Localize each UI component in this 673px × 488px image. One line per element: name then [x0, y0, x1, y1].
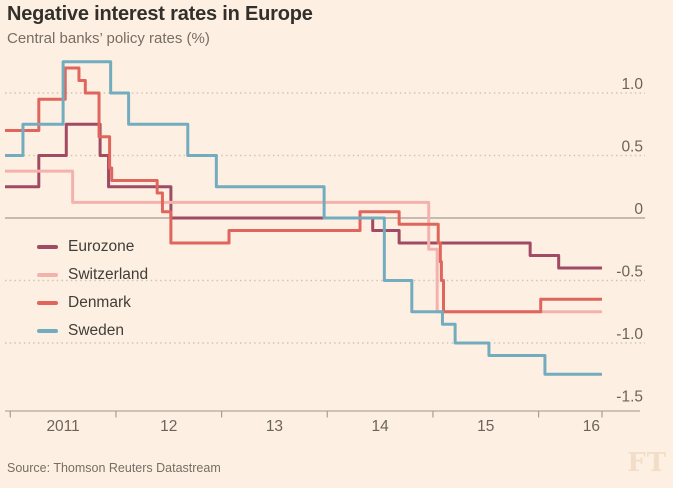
legend-item-eurozone: Eurozone [37, 233, 148, 261]
y-axis-label: -1.5 [616, 389, 643, 406]
chart-subtitle: Central banks’ policy rates (%) [7, 30, 210, 47]
y-axis-label: -1.0 [616, 326, 643, 343]
legend-swatch-sweden [37, 329, 58, 333]
source-note: Source: Thomson Reuters Datastream [7, 461, 221, 475]
legend-swatch-eurozone [37, 245, 58, 249]
y-axis-label: 1.0 [621, 76, 643, 93]
ft-logo: FT [627, 448, 667, 478]
legend-item-sweden: Sweden [37, 317, 148, 345]
series-line-denmark [5, 66, 602, 314]
x-axis-label: 2011 [46, 418, 79, 435]
x-axis-label: 14 [371, 418, 389, 435]
legend-label: Eurozone [68, 238, 135, 255]
legend-label: Switzerland [68, 266, 149, 283]
legend-label: Denmark [68, 294, 131, 311]
legend-swatch-switzerland [37, 273, 58, 277]
legend-swatch-denmark [37, 301, 58, 305]
x-axis-label: 16 [583, 418, 600, 435]
y-axis-label: -0.5 [616, 264, 643, 281]
y-axis-label: 0.5 [621, 139, 643, 156]
legend-item-denmark: Denmark [37, 289, 148, 317]
x-axis-label: 15 [477, 418, 494, 435]
legend-label: Sweden [68, 322, 125, 339]
chart-title: Negative interest rates in Europe [7, 3, 313, 25]
x-axis-label: 13 [266, 418, 283, 435]
series-line-switzerland [5, 169, 602, 314]
series-line-sweden [5, 60, 602, 376]
x-axis-label: 12 [160, 418, 177, 435]
legend-item-switzerland: Switzerland [37, 261, 148, 289]
legend: Eurozone Switzerland Denmark Sweden [37, 233, 148, 345]
y-axis-label: 0 [634, 201, 643, 218]
